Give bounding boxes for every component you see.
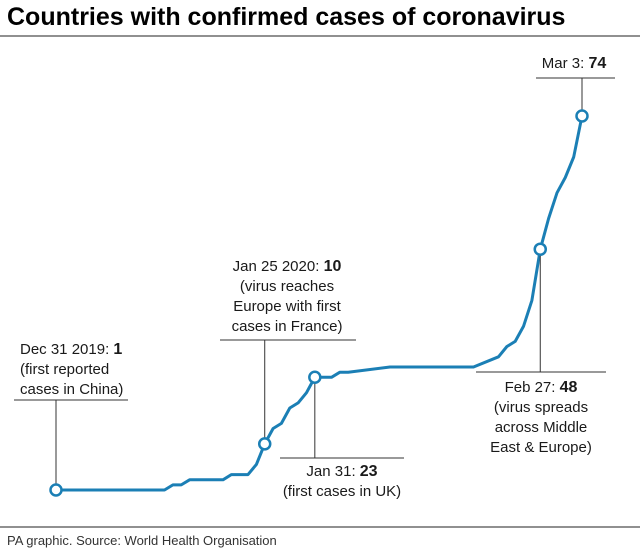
annotation-value: 1 <box>113 341 122 358</box>
annotation-value: 74 <box>588 55 606 72</box>
annotation-note: cases in China) <box>20 381 123 398</box>
annotation-label: Feb 27: 48 (virus spreads across Middle Eas… <box>490 379 592 456</box>
annotation-date: Dec 31 2019: <box>20 341 113 358</box>
data-point-marker <box>308 370 322 385</box>
annotation-heading: Feb 27: 48 <box>505 379 578 396</box>
annotation-label: Dec 31 2019: 1 (first reported cases in Ch… <box>20 341 123 398</box>
annotation-value: 23 <box>360 463 378 480</box>
annotation-date: Jan 31: <box>306 463 359 480</box>
annotation-heading: Jan 31: 23 <box>306 463 377 480</box>
highlight-markers <box>49 109 589 497</box>
annotation-note: East & Europe) <box>490 439 592 456</box>
data-point-marker <box>575 109 589 123</box>
data-point-marker <box>257 437 272 451</box>
annotation-heading: Mar 3: 74 <box>542 55 607 72</box>
annotation-heading: Dec 31 2019: 1 <box>20 341 122 358</box>
annotation-note: Europe with first <box>233 298 341 315</box>
annotation-note: (first reported <box>20 361 109 378</box>
annotation-note: (virus reaches <box>240 278 334 295</box>
annotation-heading: Jan 25 2020: 10 <box>233 258 342 275</box>
annotation-note: (first cases in UK) <box>283 483 401 500</box>
annotation-value: 48 <box>560 379 578 396</box>
annotation-note: cases in France) <box>232 318 343 335</box>
annotation-date: Jan 25 2020: <box>233 258 324 275</box>
annotation-date: Feb 27: <box>505 379 560 396</box>
annotation-date: Mar 3: <box>542 55 589 72</box>
chart-title: Countries with confirmed cases of corona… <box>7 3 565 31</box>
annotation-label: Jan 31: 23 (first cases in UK) <box>283 463 401 500</box>
series-line <box>56 115 584 492</box>
annotation-note: (virus spreads <box>494 399 588 416</box>
annotation-note: across Middle <box>495 419 588 436</box>
annotations: Dec 31 2019: 1 (first reported cases in Ch… <box>20 55 606 500</box>
data-point-marker <box>533 242 548 256</box>
annotation-label: Mar 3: 74 <box>542 55 607 72</box>
annotation-value: 10 <box>324 258 342 275</box>
annotation-label: Jan 25 2020: 10 (virus reaches Europe with… <box>232 258 343 335</box>
data-point-marker <box>49 483 63 497</box>
source-note: PA graphic. Source: World Health Organis… <box>7 533 277 548</box>
